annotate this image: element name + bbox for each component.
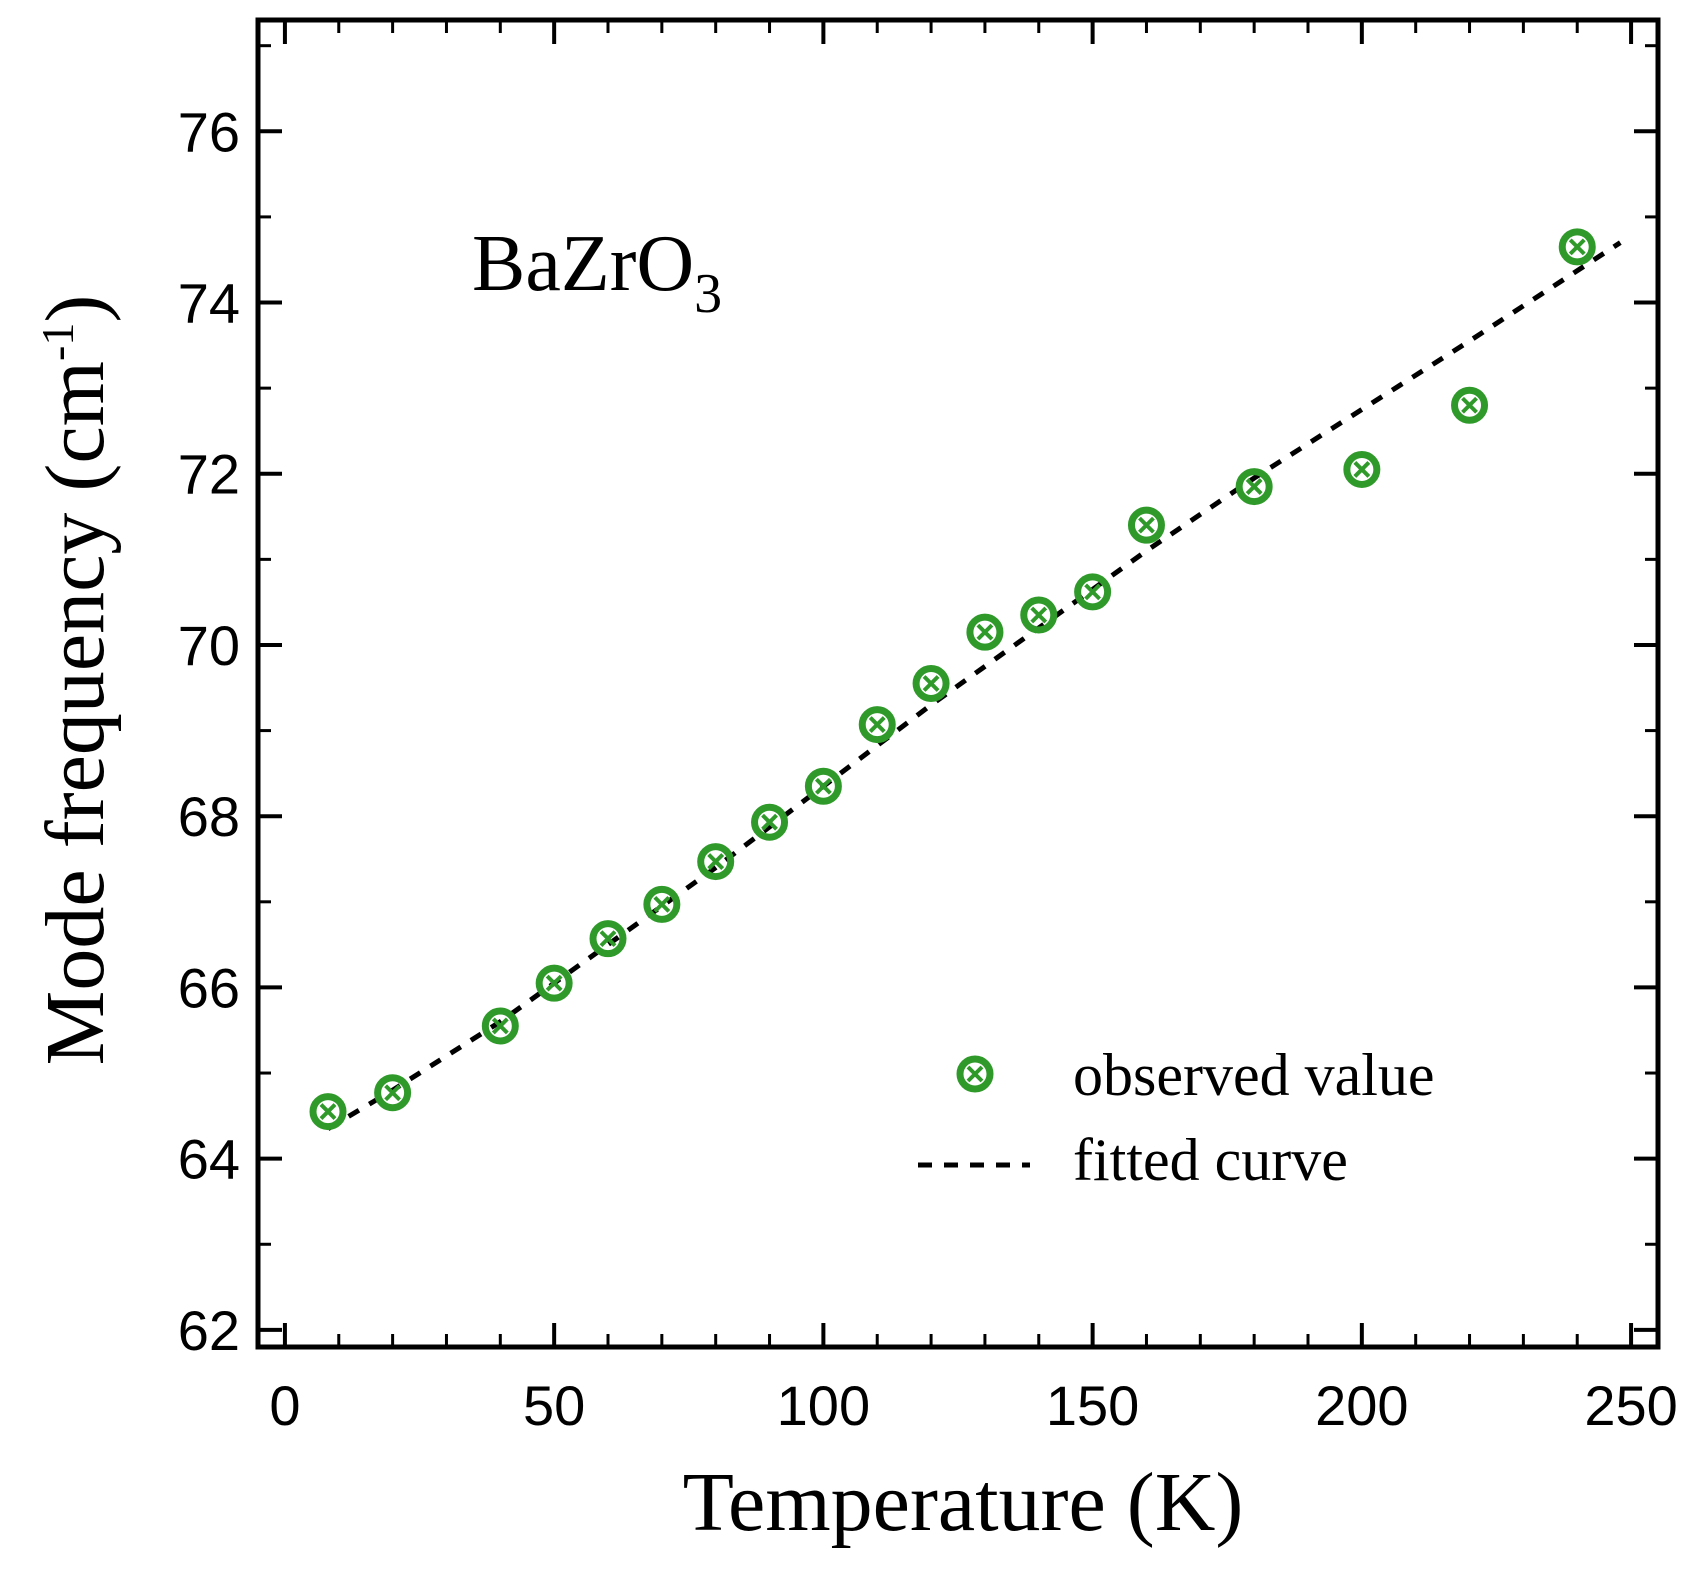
x-tick-label: 200 [1315, 1374, 1408, 1437]
x-tick-label: 100 [777, 1374, 870, 1437]
material-annotation: BaZrO3 [472, 220, 722, 325]
y-tick-label: 72 [178, 443, 240, 506]
legend-marker-observed [956, 1055, 994, 1093]
observed-point [1451, 386, 1489, 424]
observed-point [643, 885, 681, 923]
observed-point [1235, 468, 1273, 506]
x-tick-label: 0 [269, 1374, 300, 1437]
legend-label-observed: observed value [1073, 1042, 1435, 1108]
y-axis-title: Mode frequency (cm-1) [29, 295, 122, 1066]
x-tick-labels: 0 50 100 150 200 250 [269, 1374, 1677, 1437]
observed-points-layer [309, 228, 1596, 1131]
annotation-subscript: 3 [694, 263, 722, 325]
fitted-curve-layer [326, 240, 1622, 1131]
observed-point [1558, 228, 1596, 266]
x-axis-title: Temperature (K) [683, 1456, 1244, 1549]
observed-point [912, 665, 950, 702]
y-tick-label: 68 [178, 785, 240, 848]
x-tick-label: 50 [523, 1374, 585, 1437]
x-tick-label: 250 [1584, 1374, 1677, 1437]
observed-point [804, 767, 842, 805]
observed-point [374, 1074, 412, 1112]
plot-frame [255, 17, 1661, 1350]
legend-marker-symbol [956, 1055, 994, 1093]
observed-point [481, 1007, 519, 1045]
observed-point [1020, 596, 1058, 634]
y-tick-label: 66 [178, 956, 240, 1019]
observed-point [697, 843, 735, 881]
y-tick-label: 64 [178, 1128, 240, 1191]
y-tick-label: 76 [178, 100, 240, 163]
observed-point [1127, 506, 1165, 544]
fitted-curve-line [326, 240, 1622, 1131]
observed-point [309, 1093, 347, 1131]
y-tick-label: 74 [178, 272, 240, 335]
observed-point [535, 964, 573, 1002]
observed-point [589, 920, 627, 958]
y-axis-title-superscript: -1 [32, 323, 83, 361]
legend: observed value fitted curve [918, 1042, 1435, 1193]
observed-point [751, 803, 789, 841]
y-tick-label: 70 [178, 614, 240, 677]
y-tick-label: 62 [178, 1299, 240, 1362]
observed-point [1074, 573, 1112, 611]
observed-point [966, 613, 1004, 651]
legend-label-fitted: fitted curve [1073, 1127, 1348, 1193]
observed-point [858, 706, 896, 744]
observed-point [1343, 450, 1381, 488]
major-ticks [258, 20, 1658, 1347]
x-tick-label: 150 [1046, 1374, 1139, 1437]
y-tick-labels: 62 64 66 68 70 72 74 76 [178, 100, 240, 1362]
